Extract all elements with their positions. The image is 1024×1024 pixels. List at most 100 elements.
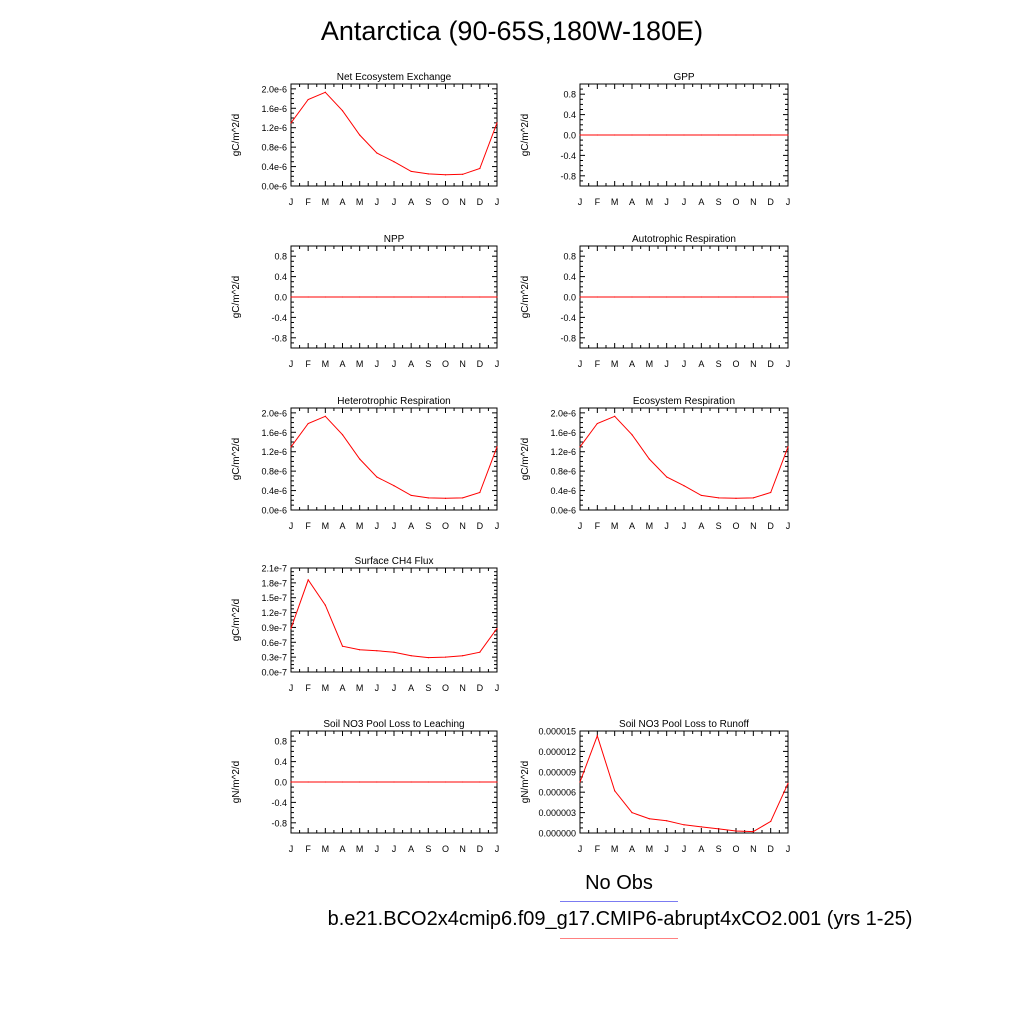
data-point <box>666 134 668 136</box>
data-point <box>787 782 789 784</box>
x-tick-label: J <box>664 197 669 207</box>
panel-title: Ecosystem Respiration <box>633 396 735 407</box>
y-tick-label: 2.0e-6 <box>261 408 287 418</box>
x-tick-label: M <box>356 359 364 369</box>
x-tick-label: M <box>646 359 654 369</box>
x-tick-label: A <box>629 844 635 854</box>
x-tick-label: A <box>408 521 414 531</box>
data-point <box>359 458 361 460</box>
data-point <box>614 134 616 136</box>
x-tick-label: S <box>425 521 431 531</box>
x-tick-label: J <box>392 844 397 854</box>
x-tick-label: M <box>611 197 619 207</box>
x-tick-label: S <box>425 359 431 369</box>
y-tick-label: 2.0e-6 <box>550 408 576 418</box>
data-point <box>579 134 581 136</box>
data-point <box>596 296 598 298</box>
y-axis-label: gN/m^2/d <box>520 761 531 804</box>
y-tick-label: 1.2e-6 <box>550 447 576 457</box>
x-tick-label: A <box>339 521 345 531</box>
data-point <box>444 174 447 176</box>
data-point <box>341 781 344 783</box>
x-tick-label: F <box>595 197 601 207</box>
data-point <box>479 491 481 494</box>
x-tick-label: M <box>611 844 619 854</box>
x-tick-label: A <box>408 683 414 693</box>
x-tick-label: M <box>322 197 330 207</box>
y-tick-label: -0.8 <box>560 333 576 343</box>
data-point <box>376 152 378 154</box>
y-tick-label: 0.8 <box>274 252 287 262</box>
panel-title: Net Ecosystem Exchange <box>337 72 452 83</box>
y-tick-label: 0.0e-7 <box>261 668 287 678</box>
panel-title: Soil NO3 Pool Loss to Runoff <box>619 719 749 730</box>
data-point <box>410 494 412 497</box>
x-tick-label: J <box>495 683 500 693</box>
x-tick-label: M <box>356 844 364 854</box>
x-tick-label: D <box>767 359 774 369</box>
data-point <box>666 476 668 478</box>
data-point <box>290 781 292 783</box>
data-point <box>410 296 412 298</box>
x-tick-label: J <box>392 359 397 369</box>
x-tick-label: J <box>392 521 397 531</box>
x-tick-label: J <box>786 359 791 369</box>
y-tick-label: 0.000006 <box>538 788 576 798</box>
series-line <box>290 578 498 659</box>
data-point <box>596 422 598 425</box>
y-tick-label: -0.8 <box>271 333 287 343</box>
x-tick-label: O <box>442 521 449 531</box>
plot-frame <box>290 407 498 511</box>
data-point <box>410 781 412 783</box>
data-point <box>631 812 633 814</box>
data-point <box>735 296 737 298</box>
y-axis-label: gC/m^2/d <box>231 276 242 319</box>
x-tick-label: J <box>682 197 687 207</box>
x-tick-label: O <box>442 359 449 369</box>
y-tick-label: 0.8 <box>563 90 576 100</box>
x-tick-label: J <box>682 521 687 531</box>
x-tick-label: O <box>442 683 449 693</box>
plot-frame <box>290 567 498 673</box>
data-point <box>718 134 720 136</box>
data-point <box>290 446 292 448</box>
data-point <box>614 296 616 298</box>
y-tick-label: 0.4 <box>274 757 287 767</box>
plot-frame <box>579 730 789 834</box>
x-tick-label: N <box>750 197 757 207</box>
data-point <box>462 173 464 175</box>
x-tick-label: A <box>408 844 414 854</box>
x-tick-label: F <box>305 521 311 531</box>
x-tick-label: J <box>682 844 687 854</box>
data-point <box>631 296 633 298</box>
y-tick-label: 0.0 <box>563 131 576 141</box>
x-tick-label: J <box>375 683 380 693</box>
panel-title: GPP <box>673 72 694 83</box>
y-tick-label: 1.2e-6 <box>261 123 287 133</box>
x-tick-label: A <box>698 521 704 531</box>
x-tick-label: J <box>375 197 380 207</box>
x-tick-label: N <box>459 683 466 693</box>
data-point <box>444 781 447 783</box>
y-tick-label: 1.2e-7 <box>261 608 287 618</box>
data-point <box>479 296 481 298</box>
x-tick-label: A <box>408 359 414 369</box>
x-tick-label: M <box>322 521 330 531</box>
y-tick-label: 0.8 <box>274 737 287 747</box>
y-tick-label: 2.0e-6 <box>261 84 287 94</box>
x-tick-label: J <box>664 521 669 531</box>
data-point <box>752 296 754 298</box>
y-tick-label: 1.6e-6 <box>261 104 287 114</box>
plot-frame <box>579 407 789 511</box>
x-tick-label: O <box>732 197 739 207</box>
y-axis-label: gC/m^2/d <box>520 438 531 481</box>
x-tick-label: J <box>289 197 294 207</box>
x-tick-label: M <box>646 521 654 531</box>
y-axis-label: gN/m^2/d <box>231 761 242 804</box>
data-point <box>596 735 598 737</box>
y-tick-label: 1.5e-7 <box>261 593 287 603</box>
